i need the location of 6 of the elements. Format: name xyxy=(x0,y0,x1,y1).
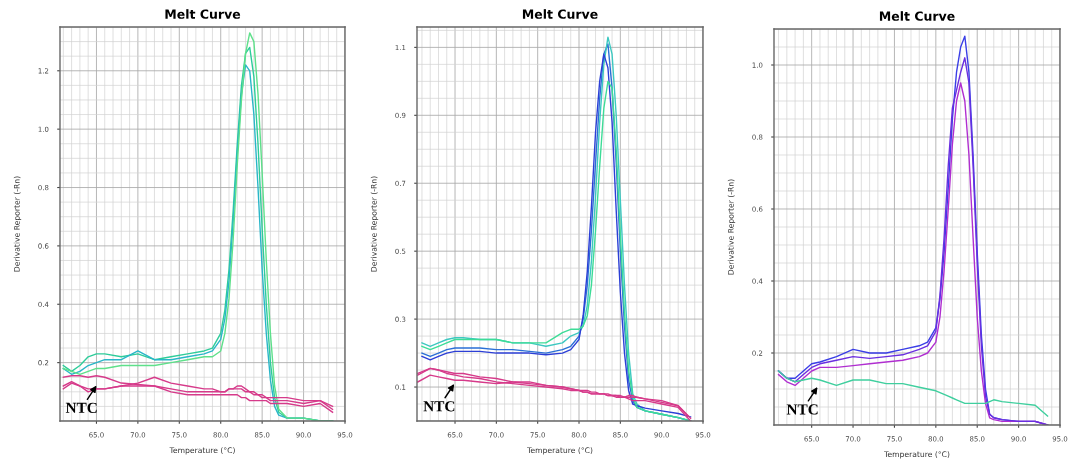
annotation: NTC xyxy=(423,401,455,412)
annotation: NTC xyxy=(65,402,97,413)
annotation: NTC xyxy=(786,404,818,415)
chart-title: Melt Curve xyxy=(879,11,955,21)
chart-title: Melt Curve xyxy=(522,9,598,19)
chart-title: Melt Curve xyxy=(165,9,241,19)
